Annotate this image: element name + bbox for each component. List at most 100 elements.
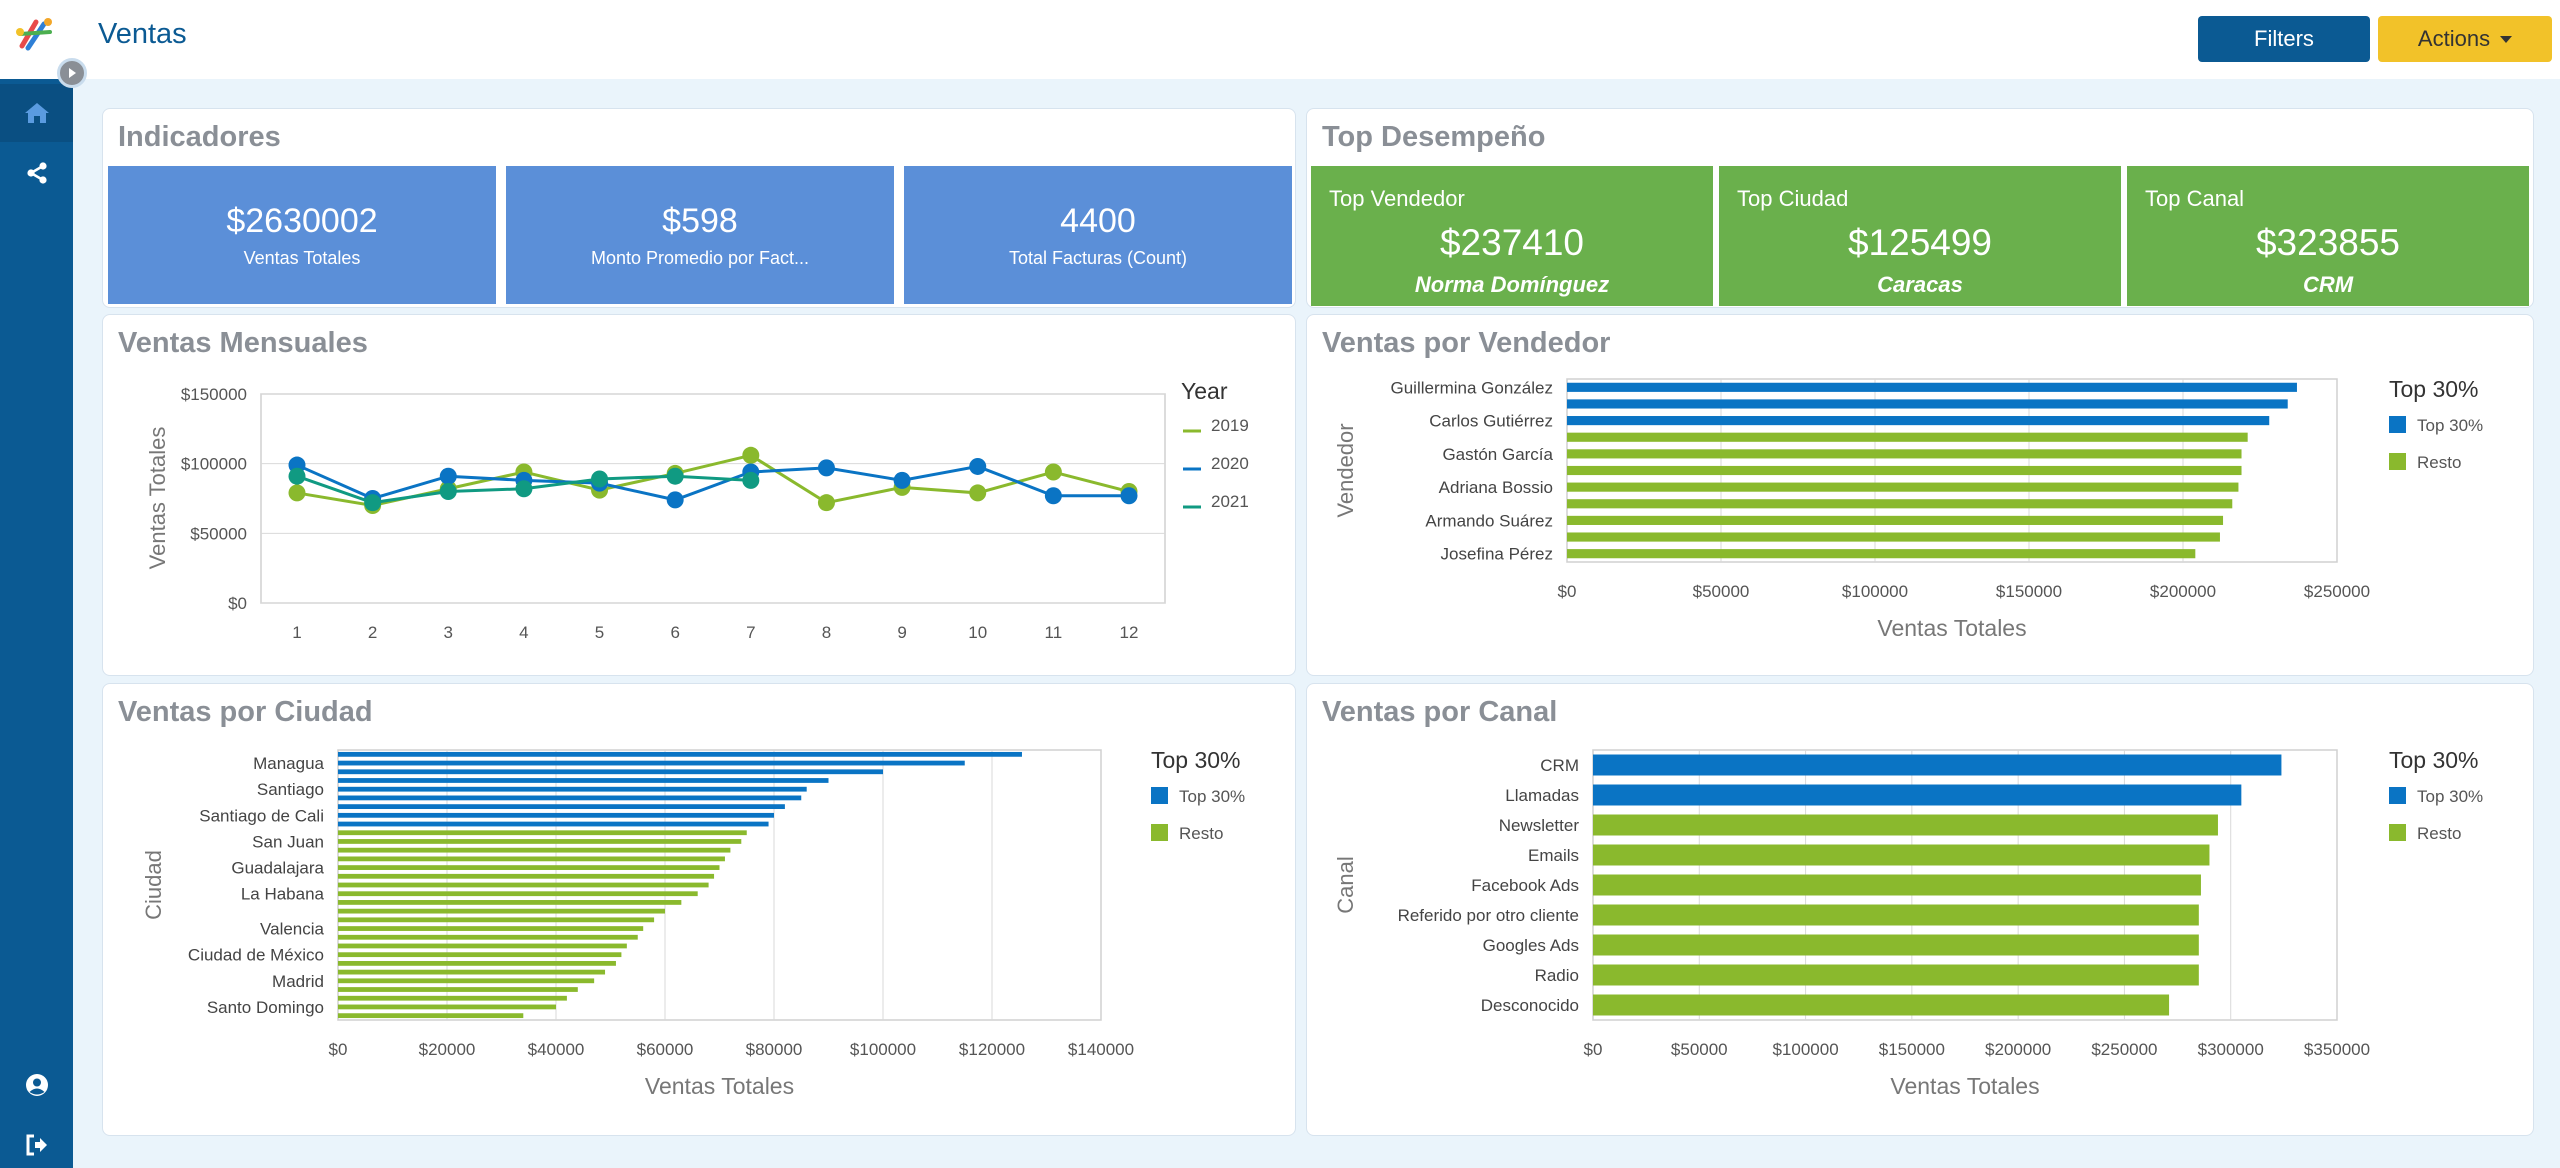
filters-button[interactable]: Filters — [2198, 16, 2370, 62]
bar — [1567, 432, 2248, 442]
app-logo[interactable] — [0, 0, 73, 79]
x-tick-label: 4 — [519, 623, 528, 642]
bar — [338, 865, 720, 870]
x-tick-label: $250000 — [2304, 582, 2370, 601]
bar — [1567, 515, 2224, 525]
bar — [1567, 499, 2233, 509]
legend-title: Year — [1181, 378, 1228, 404]
kpi-value: $598 — [662, 202, 738, 240]
x-axis-label: Ventas Totales — [1890, 1073, 2039, 1099]
x-tick-label: 3 — [444, 623, 453, 642]
y-tick-label: $150000 — [181, 385, 247, 404]
bar — [338, 786, 807, 792]
data-point-2020 — [817, 459, 835, 477]
legend-label: Top 30% — [1179, 787, 1245, 806]
x-tick-label: $50000 — [1671, 1040, 1728, 1059]
x-tick-label: 5 — [595, 623, 604, 642]
nav-user[interactable] — [0, 1056, 73, 1114]
bar — [1567, 549, 2196, 559]
bar — [338, 926, 644, 931]
bar — [1593, 844, 2210, 866]
page-title: Ventas — [98, 18, 187, 50]
bar — [338, 751, 1022, 757]
ventas-por-ciudad-card: Ventas por Ciudad $0 $20000 $40000 $60000 $8… — [102, 683, 1296, 1136]
x-tick-label: $0 — [1584, 1040, 1603, 1059]
y-axis-label: Vendedor — [1333, 423, 1358, 517]
y-axis-label: Ventas Totales — [145, 427, 170, 570]
nav-logout[interactable] — [0, 1116, 73, 1168]
ventas-por-canal-card: Ventas por Canal $0 $50000 $100000 $150000 $… — [1306, 683, 2534, 1136]
sidebar-toggle-button[interactable] — [57, 58, 87, 88]
sidebar — [0, 0, 73, 1168]
x-tick-label: 12 — [1120, 623, 1139, 642]
user-icon — [25, 1074, 48, 1096]
top-canal-tile: Top Canal $323855 CRM — [2127, 166, 2529, 306]
bar — [338, 804, 785, 810]
bar — [338, 934, 638, 940]
data-point-2020 — [666, 491, 684, 509]
category-label: Guadalajara — [231, 859, 324, 878]
x-tick-label: $50000 — [1693, 582, 1750, 601]
actions-button[interactable]: Actions — [2378, 16, 2552, 62]
chart-title: Ventas Mensuales — [118, 327, 368, 359]
y-tick-label: $0 — [228, 594, 247, 613]
top-label: Top Canal — [2145, 186, 2245, 211]
kpi-label: Ventas Totales — [243, 248, 361, 268]
data-point-2021 — [591, 470, 609, 488]
x-tick-label: 10 — [968, 623, 987, 642]
legend-label: 2021 — [1211, 492, 1249, 511]
bar — [338, 882, 709, 888]
nav-home[interactable] — [0, 84, 73, 142]
bar — [1593, 874, 2201, 896]
logo-icon — [16, 18, 52, 51]
top-bar: Ventas Filters Actions — [73, 0, 2560, 79]
kpi-value: $2630002 — [226, 202, 378, 240]
bar — [338, 1004, 556, 1010]
category-label: Desconocido — [1481, 996, 1579, 1015]
top-label: Top Ciudad — [1737, 186, 1849, 211]
data-point-2021 — [364, 494, 382, 512]
x-tick-label: $40000 — [528, 1040, 585, 1059]
data-point-2020 — [893, 471, 911, 489]
category-label: Carlos Gutiérrez — [1429, 412, 1553, 431]
x-tick-label: $150000 — [1879, 1040, 1945, 1059]
x-tick-label: 2 — [368, 623, 377, 642]
x-tick-label: $100000 — [1772, 1040, 1838, 1059]
bar — [1593, 994, 2170, 1016]
nav-share[interactable] — [0, 144, 73, 202]
kpi-monto-promedio: $598 Monto Promedio por Fact... — [506, 166, 894, 304]
indicadores-card: Indicadores $2630002 Ventas Totales $598… — [102, 108, 1296, 308]
category-label: San Juan — [252, 832, 324, 851]
caret-down-icon — [2500, 35, 2513, 43]
y-axis-label: Ciudad — [141, 850, 166, 920]
x-tick-label: $120000 — [959, 1040, 1025, 1059]
bar — [1593, 754, 2282, 776]
bar — [1567, 416, 2270, 426]
top-desempeno-title: Top Desempeño — [1322, 121, 1546, 153]
ventas-por-vendedor-card: Ventas por Vendedor $0 $50000 $100000 $1500… — [1306, 314, 2534, 676]
data-point-2019 — [969, 484, 987, 502]
x-tick-label: 11 — [1045, 623, 1063, 642]
x-tick-label: $150000 — [1996, 582, 2062, 601]
category-label: Emails — [1528, 846, 1579, 865]
top-value: $237410 — [1439, 222, 1585, 263]
kpi-label: Monto Promedio por Fact... — [590, 248, 810, 268]
home-icon — [24, 103, 49, 123]
category-label: Santo Domingo — [207, 998, 324, 1017]
top-name: Norma Domínguez — [1414, 272, 1610, 297]
ventas-por-ciudad-chart: $0 $20000 $40000 $60000 $80000 $100000 $120000… — [141, 747, 1245, 1099]
x-tick-label: $100000 — [850, 1040, 916, 1059]
legend-label: Resto — [1179, 824, 1223, 843]
data-point-2021 — [515, 480, 533, 498]
category-label: Josefina Pérez — [1441, 545, 1553, 564]
x-tick-label: 6 — [670, 623, 679, 642]
category-label: Santiago de Cali — [199, 806, 324, 825]
category-label: Radio — [1535, 966, 1579, 985]
top-name: CRM — [2302, 272, 2354, 297]
legend-label: Top 30% — [2417, 416, 2483, 435]
legend-swatch — [1151, 787, 1168, 804]
category-label: Newsletter — [1499, 816, 1580, 835]
bar — [1567, 465, 2242, 476]
top-value: $125499 — [1847, 222, 1993, 263]
category-label: Gastón García — [1442, 445, 1553, 464]
